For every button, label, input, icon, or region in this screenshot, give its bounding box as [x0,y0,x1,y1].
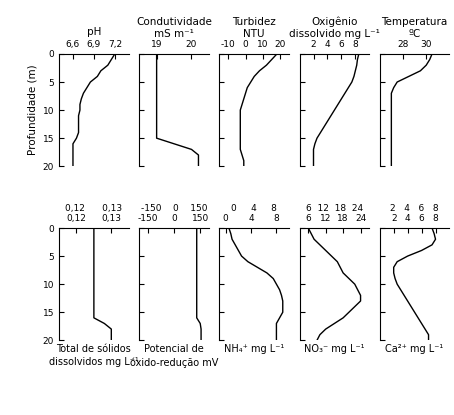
Title: 2   4   6   8: 2 4 6 8 [390,204,439,213]
X-axis label: NO₃⁻ mg L⁻¹: NO₃⁻ mg L⁻¹ [304,344,365,354]
X-axis label: Total de sólidos
dissolvidos mg L⁻¹: Total de sólidos dissolvidos mg L⁻¹ [49,344,139,367]
Title: Condutividade
mS m⁻¹: Condutividade mS m⁻¹ [136,17,212,39]
Title: Oxigênio
dissolvido mg L⁻¹: Oxigênio dissolvido mg L⁻¹ [289,17,380,39]
Title: Turbidez
NTU: Turbidez NTU [232,17,276,39]
Title: -150    0    150: -150 0 150 [141,204,207,213]
Title: pH: pH [87,27,101,37]
X-axis label: NH₄⁺ mg L⁻¹: NH₄⁺ mg L⁻¹ [224,344,284,354]
X-axis label: Potencial de
óxido-redução mV: Potencial de óxido-redução mV [130,344,218,368]
Title: 6  12  18  24: 6 12 18 24 [306,204,363,213]
X-axis label: Ca²⁺ mg L⁻¹: Ca²⁺ mg L⁻¹ [385,344,444,354]
Title: 0     4     8: 0 4 8 [231,204,277,213]
Title: Temperatura
ºC: Temperatura ºC [381,17,448,39]
Title: 0,12      0,13: 0,12 0,13 [65,204,123,213]
Y-axis label: Profundidade (m): Profundidade (m) [27,65,37,155]
